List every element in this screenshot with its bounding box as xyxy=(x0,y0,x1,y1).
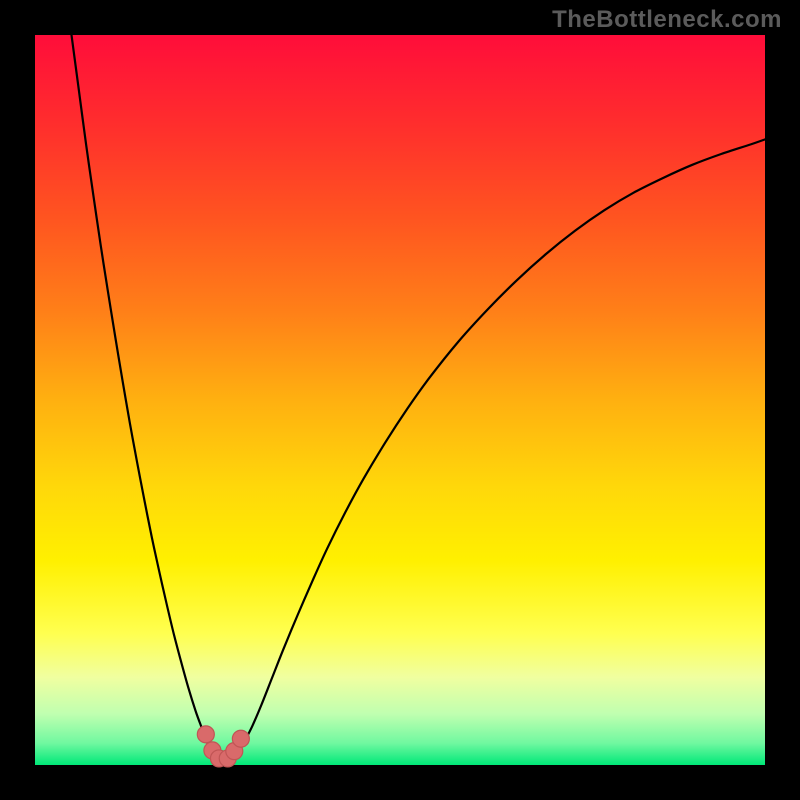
bottleneck-curve-chart xyxy=(0,0,800,800)
chart-gradient-background xyxy=(35,35,765,765)
watermark-text: TheBottleneck.com xyxy=(552,6,782,34)
chart-container: TheBottleneck.com xyxy=(0,0,800,800)
marker-point xyxy=(197,726,214,743)
marker-point xyxy=(232,730,249,747)
